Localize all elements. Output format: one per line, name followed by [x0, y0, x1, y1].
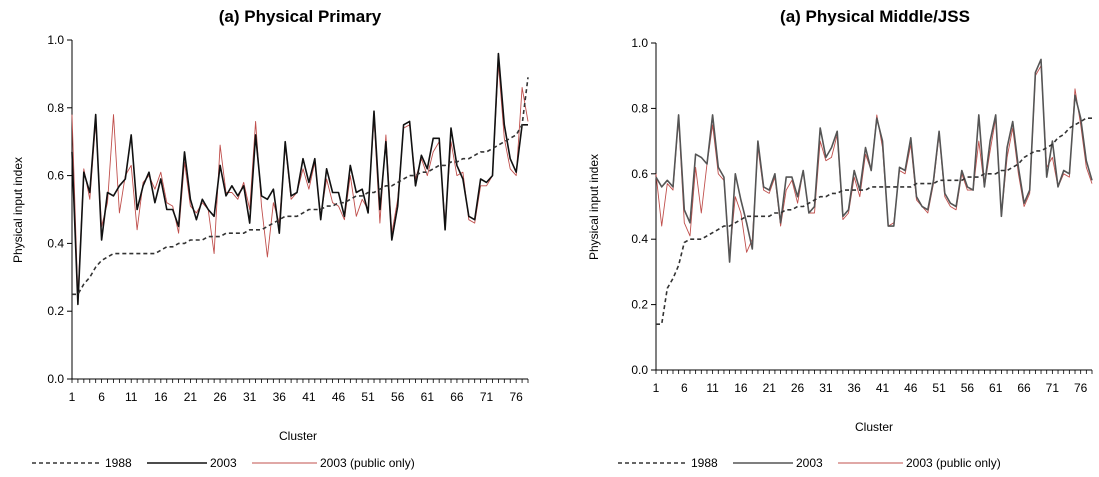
y-tick-label: 0.2 [47, 304, 64, 318]
x-tick-label: 41 [302, 390, 316, 404]
y-axis-label: Physical input index [11, 157, 25, 263]
x-tick-label: 61 [421, 390, 435, 404]
y-tick-label: 0.4 [47, 236, 64, 250]
x-axis-label: Cluster [279, 429, 317, 443]
legend-label: 2003 [210, 456, 237, 470]
y-tick-label: 1.0 [47, 33, 64, 47]
y-tick-label: 1.0 [631, 36, 648, 50]
x-tick-label: 46 [332, 390, 346, 404]
x-tick-label: 76 [509, 390, 523, 404]
x-tick-label: 6 [681, 381, 688, 395]
y-axis-label: Physical input index [587, 154, 601, 260]
x-tick-label: 16 [734, 381, 748, 395]
x-tick-label: 56 [961, 381, 975, 395]
x-tick-label: 11 [125, 390, 138, 404]
legend-label: 1988 [691, 456, 718, 470]
x-tick-label: 26 [791, 381, 805, 395]
series-line-1988 [656, 117, 1092, 326]
x-tick-label: 16 [154, 390, 168, 404]
series-line-2003 [71, 52, 528, 306]
chart-2: (a) Physical Middle/JSS 0.0 0.2 0.4 0.6 0.8 1.… [587, 7, 1093, 470]
x-tick-label: 6 [98, 390, 105, 404]
x-tick-label: 1 [69, 390, 76, 404]
x-tick-label: 56 [391, 390, 405, 404]
y-tick-label: 0.0 [47, 372, 64, 386]
legend-label: 2003 (public only) [906, 456, 1001, 470]
legend-label: 1988 [105, 456, 132, 470]
y-tick-label: 0.2 [631, 298, 648, 312]
x-tick-label: 66 [450, 390, 464, 404]
x-tick-label: 36 [848, 381, 862, 395]
x-tick-label: 36 [273, 390, 287, 404]
y-tick-label: 0.8 [631, 101, 648, 115]
x-tick-label: 1 [653, 381, 660, 395]
chart-title: (a) Physical Primary [219, 7, 382, 26]
x-tick-label: 26 [213, 390, 227, 404]
x-tick-label: 11 [706, 381, 719, 395]
series-line-2003-public-only- [71, 63, 529, 299]
legend-label: 2003 [796, 456, 823, 470]
x-tick-label: 31 [243, 390, 257, 404]
x-tick-label: 61 [989, 381, 1003, 395]
x-tick-label: 41 [876, 381, 890, 395]
legend: 1988 2003 2003 (public only) [618, 456, 1001, 470]
legend: 1988 2003 2003 (public only) [32, 456, 415, 470]
chart-title: (a) Physical Middle/JSS [780, 7, 970, 26]
x-tick-label: 21 [184, 390, 198, 404]
x-tick-label: 71 [1046, 381, 1060, 395]
y-tick-label: 0.4 [631, 232, 648, 246]
x-tick-label: 76 [1074, 381, 1088, 395]
x-tick-label: 66 [1017, 381, 1031, 395]
x-tick-label: 31 [819, 381, 833, 395]
x-tick-label: 21 [763, 381, 777, 395]
y-tick-label: 0.8 [47, 101, 64, 115]
x-axis-label: Cluster [855, 420, 893, 434]
y-tick-label: 0.6 [631, 167, 648, 181]
x-tick-label: 71 [480, 390, 494, 404]
y-tick-label: 0.0 [631, 363, 648, 377]
x-tick-label: 46 [904, 381, 918, 395]
series-line-2003 [655, 58, 1093, 263]
legend-label: 2003 (public only) [320, 456, 415, 470]
x-tick-label: 51 [932, 381, 946, 395]
x-tick-label: 51 [361, 390, 375, 404]
y-tick-label: 0.6 [47, 169, 64, 183]
